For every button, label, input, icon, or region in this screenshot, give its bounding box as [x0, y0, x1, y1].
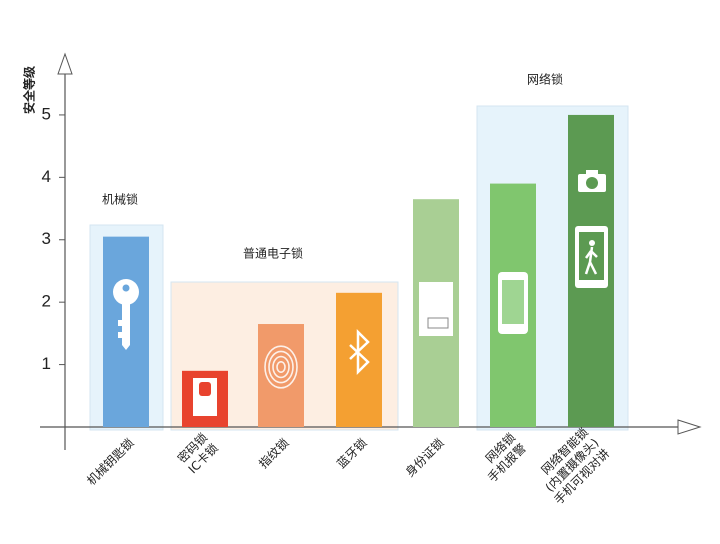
x-tick-label: 蓝牙锁 — [334, 435, 370, 471]
fingerprint-ring — [276, 360, 286, 373]
x-tick-label: 指纹锁 — [256, 435, 292, 471]
phone-screen — [502, 280, 524, 324]
y-tick-label: 5 — [42, 104, 51, 123]
bar — [258, 324, 304, 427]
y-tick-label: 1 — [42, 354, 51, 373]
key-shaft — [118, 302, 130, 350]
key-hole — [122, 284, 130, 292]
keypad-icon — [193, 378, 217, 416]
y-axis-arrow — [57, 52, 73, 75]
camera-top — [586, 170, 598, 175]
y-tick-label: 3 — [42, 229, 51, 248]
phone-icon — [498, 272, 528, 334]
x-tick-label: 身份证锁 — [402, 435, 447, 480]
keypad-hand — [199, 382, 211, 396]
group-label: 网络锁 — [527, 72, 563, 87]
camera-icon — [578, 170, 606, 192]
bluetooth-icon — [349, 328, 370, 376]
y-axis-label: 安全等级 — [22, 66, 37, 114]
y-tick-label: 2 — [42, 292, 51, 311]
fingerprint-ring — [272, 355, 290, 379]
fingerprint-ring — [268, 350, 294, 384]
x-tick-label: 机械钥匙锁 — [84, 435, 137, 488]
group-label: 机械锁 — [102, 192, 138, 207]
group-label: 普通电子锁 — [243, 246, 303, 261]
id-card-icon — [419, 282, 453, 336]
camera-lens — [586, 177, 598, 189]
id-photo — [427, 317, 449, 329]
person-body — [584, 246, 598, 275]
x-axis-arrow — [677, 419, 702, 435]
key-head — [113, 279, 139, 305]
id-card — [419, 282, 453, 336]
fingerprint-icon — [264, 345, 298, 389]
phone-video-icon — [575, 226, 608, 288]
y-tick-label: 4 — [42, 167, 51, 186]
person-head — [589, 240, 595, 246]
fingerprint-ring — [264, 345, 298, 389]
key-icon — [113, 279, 139, 350]
